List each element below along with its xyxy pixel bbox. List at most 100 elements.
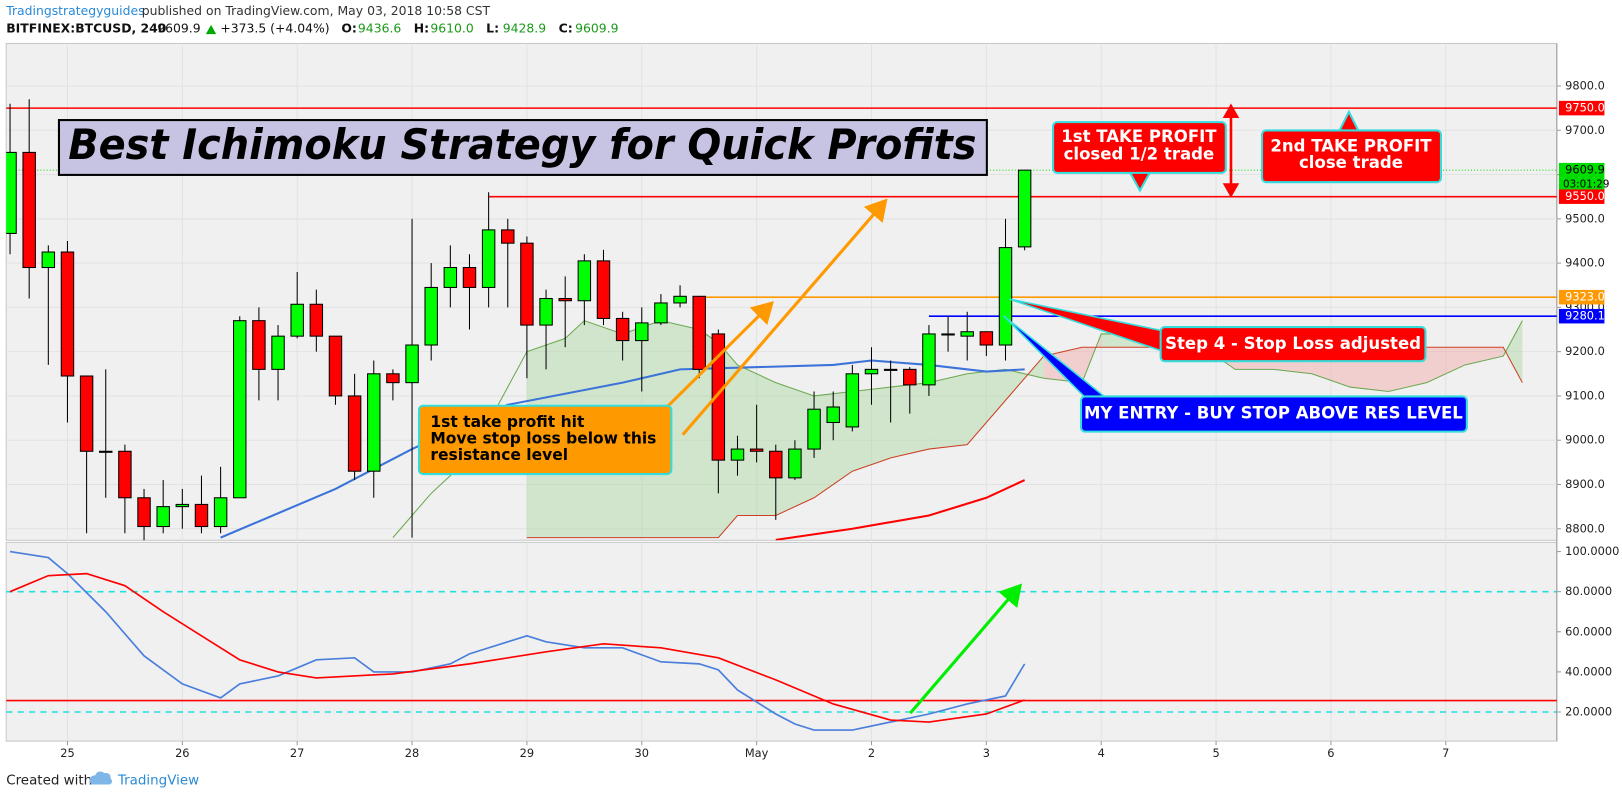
- title: Best Ichimoku Strategy for Quick Profits: [68, 121, 976, 169]
- arrow-head: [1222, 183, 1240, 198]
- quote: O: 9436.6 H: 9610.0 L: 9428.9 C: 9609.9: [341, 20, 618, 35]
- arrow-head: [1222, 103, 1240, 118]
- y-tick-label: 9400.0: [1565, 256, 1605, 270]
- candle-body: [252, 320, 266, 370]
- candle-body: [328, 335, 343, 397]
- cloud-fill: [1426, 347, 1465, 383]
- arrow: [660, 301, 774, 414]
- x-tick-label: 27: [290, 746, 304, 760]
- x-tick-label: 7: [1442, 746, 1449, 760]
- candle-body: [367, 373, 381, 472]
- price-tag: [1558, 308, 1605, 324]
- quote-label: L:: [486, 20, 499, 35]
- y-tick-label: 80.0000: [1565, 584, 1612, 598]
- candle-body: [539, 297, 553, 326]
- moving-average: [220, 359, 1025, 539]
- candle-body: [233, 320, 247, 499]
- y-tick-label: 9100.0: [1565, 388, 1605, 402]
- candle-body: [424, 286, 438, 346]
- candle-body: [481, 229, 496, 288]
- change: +373.5 (+4.04%): [220, 20, 329, 35]
- candle-body: [271, 335, 285, 370]
- entry-text: MY ENTRY - BUY STOP ABOVE RES LEVEL: [1084, 404, 1463, 423]
- stop-loss-box: [1159, 326, 1427, 363]
- candle-body: [673, 295, 687, 304]
- x-tick-label: 30: [635, 746, 649, 760]
- price-tag-label: 9750.0: [1565, 101, 1605, 115]
- footer-brand[interactable]: TradingView: [117, 773, 199, 788]
- candle-body: [41, 251, 56, 269]
- stop-loss-text: Step 4 - Stop Loss adjusted: [1165, 334, 1421, 353]
- candle-body: [692, 295, 706, 370]
- take-profit-2-box: [1260, 129, 1443, 184]
- footer-created: Created with: [6, 773, 92, 788]
- entry-box: [1079, 395, 1468, 433]
- candle-body: [386, 373, 400, 384]
- candle-body: [443, 267, 458, 288]
- take-profit-2-text: 2nd TAKE PROFIT: [1270, 136, 1432, 155]
- price-tag: [1558, 289, 1605, 305]
- oscillator-line: [9, 550, 1026, 731]
- candle-body: [520, 242, 534, 326]
- oscillator-plot: [6, 550, 1557, 731]
- logo: [89, 771, 113, 785]
- cloud-fill: [1464, 347, 1504, 365]
- take-profit-1-text: closed 1/2 trade: [1064, 145, 1215, 164]
- price-tag: [1558, 189, 1605, 204]
- candle-body: [22, 151, 36, 269]
- cloud-fill: [967, 369, 1006, 445]
- candle-body: [864, 368, 879, 375]
- author[interactable]: Tradingstrategyguides: [5, 3, 144, 18]
- x-tick-label: 28: [405, 746, 419, 760]
- candle-body: [730, 448, 745, 461]
- symbol: BITFINEX:BTCUSD, 240: [6, 20, 167, 35]
- candle-body: [635, 322, 649, 342]
- cloud-fill: [1503, 320, 1523, 383]
- countdown: 03:01:29: [1563, 179, 1609, 191]
- candle-body: [941, 333, 955, 336]
- candle-body: [577, 260, 592, 302]
- candle-body: [769, 450, 783, 479]
- y-tick-label: 100.0000: [1565, 544, 1619, 558]
- quote-label: O:: [341, 20, 357, 35]
- y-tick-label: 9000.0: [1565, 433, 1605, 447]
- x-tick-label: 26: [175, 746, 189, 760]
- candle-body: [79, 375, 94, 452]
- oscillator-line: [9, 572, 1025, 723]
- candle-body: [960, 331, 974, 337]
- y-tick-label: 9500.0: [1565, 211, 1605, 225]
- cloud-fill: [660, 320, 700, 538]
- candle-body: [826, 406, 840, 424]
- x-tick-label: 29: [520, 746, 534, 760]
- candle-body: [99, 450, 113, 453]
- take-profit-2-text: close trade: [1299, 153, 1403, 172]
- candle-body: [788, 448, 802, 479]
- candle-body: [711, 333, 726, 461]
- candle-body: [137, 497, 151, 528]
- y-tick-label: 40.0000: [1565, 664, 1612, 678]
- candle-body: [749, 448, 764, 452]
- quote-label: C:: [559, 20, 573, 35]
- y-tick-label: 9700.0: [1565, 123, 1605, 137]
- candle-body: [405, 344, 419, 384]
- y-tick-label: 8800.0: [1565, 521, 1605, 535]
- published: published on TradingView.com, May 03, 20…: [142, 3, 491, 18]
- candle-body: [558, 297, 572, 302]
- candle-body: [156, 506, 170, 528]
- price-tag-label: 9323.0: [1565, 290, 1605, 304]
- oscillator-panel: [5, 541, 1558, 742]
- candle-body: [6, 151, 17, 234]
- candle-body: [462, 267, 477, 288]
- arrow: [681, 198, 888, 436]
- price-tag-label: 9550.0: [1565, 189, 1605, 203]
- price-tag-label: 9280.1: [1565, 309, 1605, 323]
- candle-body: [347, 395, 362, 472]
- x-tick-label: 5: [1212, 746, 1219, 760]
- take-profit-1-text: 1st TAKE PROFIT: [1061, 127, 1217, 146]
- axes: 25 26 27 28 29 30 May 2 3 4 5 6 7 8800.0 8900.0 9000.0 9…: [60, 78, 1619, 760]
- y-tick-label: 9200.0: [1565, 344, 1605, 358]
- candle-body: [807, 408, 821, 450]
- price-tag: [1558, 162, 1605, 178]
